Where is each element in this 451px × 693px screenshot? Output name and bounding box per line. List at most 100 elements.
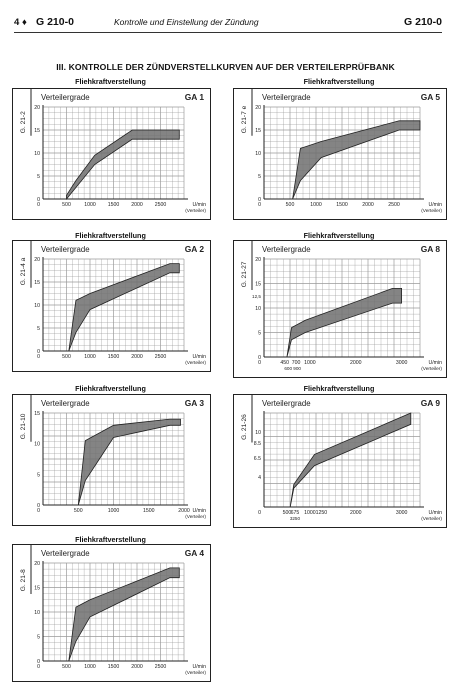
doc-code-left: G 210-0 bbox=[36, 16, 74, 28]
chart-id: GA 9 bbox=[421, 398, 441, 408]
advance-band bbox=[68, 567, 180, 662]
y-tick-label: 12,5 bbox=[252, 294, 261, 299]
y-tick-label: 8.5 bbox=[254, 441, 261, 447]
chart-card: G. 21-10 Verteilergrade GA 3 0 5 10 15 0 500 1000… bbox=[12, 394, 211, 526]
chart-id: GA 3 bbox=[185, 398, 205, 408]
x-tick-label: 2000 bbox=[350, 360, 362, 366]
x-tick-label: 2000 bbox=[131, 354, 143, 360]
x-tick-label: 2500 bbox=[155, 354, 167, 360]
side-code: G. 21-4 a bbox=[20, 257, 27, 285]
chart-svg: G. 21-2 Verteilergrade GA 1 0 5 10 15 20 0 500 100… bbox=[20, 89, 206, 214]
x-unit-label: U/min bbox=[192, 202, 206, 208]
y-tick-label: 0 bbox=[258, 355, 261, 361]
x-unit-note: (Verteiler) bbox=[185, 360, 206, 366]
y-tick-label: 15 bbox=[255, 128, 261, 134]
x-tick-label: 0 bbox=[258, 202, 261, 208]
chart-id: GA 5 bbox=[421, 92, 441, 102]
x-tick-label: 2000 bbox=[362, 202, 374, 208]
chart-title: Verteilergrade bbox=[262, 93, 311, 102]
doc-code-right: G 210-0 bbox=[404, 16, 442, 28]
y-tick-label: 5 bbox=[37, 174, 40, 180]
chart-id: GA 4 bbox=[185, 548, 205, 558]
x-extra-label: 3250 bbox=[290, 516, 301, 521]
side-code: G. 21-2 bbox=[20, 111, 27, 133]
chart-title: Verteilergrade bbox=[262, 245, 311, 254]
y-tick-label: 15 bbox=[34, 128, 40, 134]
y-tick-label: 20 bbox=[255, 105, 261, 111]
y-tick-label: 4 bbox=[258, 475, 261, 481]
y-tick-label: 20 bbox=[34, 105, 40, 111]
x-tick-label: 0 bbox=[37, 508, 40, 514]
x-tick-label: 1000 bbox=[84, 202, 96, 208]
x-tick-label: 500 bbox=[286, 202, 295, 208]
x-tick-label: 2000 bbox=[178, 508, 190, 514]
chart-id: GA 1 bbox=[185, 92, 205, 102]
x-tick-label: 1500 bbox=[108, 202, 120, 208]
y-tick-label: 10 bbox=[255, 306, 261, 312]
section-title: III. KONTROLLE DER ZÜNDVERSTELLKURVEN AU… bbox=[56, 62, 395, 72]
side-code: G. 21-7 e bbox=[241, 105, 248, 133]
y-tick-label: 15 bbox=[34, 411, 40, 417]
chart-title: Verteilergrade bbox=[41, 245, 90, 254]
page-number: 4 ♦ bbox=[14, 17, 27, 28]
x-tick-label: 1000 bbox=[108, 508, 120, 514]
y-tick-label: 10 bbox=[255, 430, 261, 436]
y-tick-label: 10 bbox=[34, 303, 40, 309]
x-tick-label: 500 bbox=[62, 202, 71, 208]
x-tick-label: 1000 bbox=[84, 354, 96, 360]
chart-card: G. 21-8 Verteilergrade GA 4 0 5 10 15 20 0 500 100… bbox=[12, 544, 211, 682]
advance-band bbox=[66, 129, 180, 201]
side-code: G. 21-8 bbox=[20, 569, 27, 591]
x-tick-label: 500 bbox=[62, 354, 71, 360]
chart-svg: G. 21-10 Verteilergrade GA 3 0 5 10 15 0 500 1000… bbox=[20, 395, 206, 520]
chart-title: Verteilergrade bbox=[41, 93, 90, 102]
x-tick-label: 2500 bbox=[155, 202, 167, 208]
chart-card: G. 21-4 a Verteilergrade GA 2 0 5 10 15 20 0 500 1… bbox=[12, 240, 211, 372]
chart-caption: Fliehkraftverstellung bbox=[75, 384, 146, 393]
x-tick-label: 2500 bbox=[388, 202, 400, 208]
page-title: Kontrolle und Einstellung der Zündung bbox=[114, 17, 259, 27]
y-tick-label: 20 bbox=[255, 257, 261, 263]
x-tick-label: 1000 bbox=[304, 360, 316, 366]
y-tick-label: 20 bbox=[34, 257, 40, 263]
x-tick-label: 1000 bbox=[304, 510, 316, 516]
x-tick-label: 2000 bbox=[131, 664, 143, 670]
side-code: G. 21-26 bbox=[241, 414, 248, 440]
y-tick-label: 15 bbox=[34, 586, 40, 592]
x-tick-label: 2000 bbox=[131, 202, 143, 208]
x-tick-label: 1000 bbox=[310, 202, 322, 208]
page-header: 4 ♦ G 210-0 Kontrolle und Einstellung de… bbox=[14, 14, 442, 33]
x-unit-label: U/min bbox=[192, 508, 206, 514]
x-unit-label: U/min bbox=[192, 354, 206, 360]
x-unit-note: (Verteiler) bbox=[185, 208, 206, 214]
chart-title: Verteilergrade bbox=[41, 399, 90, 408]
x-tick-label: 0 bbox=[258, 510, 261, 516]
x-unit-note: (Verteiler) bbox=[421, 366, 442, 372]
chart-card: G. 21-2 Verteilergrade GA 1 0 5 10 15 20 0 500 100… bbox=[12, 88, 211, 220]
chart-caption: Fliehkraftverstellung bbox=[303, 384, 375, 393]
chart-svg: G. 21-26 Verteilergrade GA 9 10 8.5 6.5 4 0 500 6… bbox=[241, 395, 442, 522]
x-tick-label: 1250 bbox=[316, 510, 328, 516]
y-tick-label: 5 bbox=[258, 174, 261, 180]
chart-caption: Fliehkraftverstellung bbox=[75, 231, 146, 240]
y-tick-label: 6.5 bbox=[254, 456, 261, 462]
y-tick-label: 10 bbox=[255, 151, 261, 157]
x-tick-label: 1500 bbox=[336, 202, 348, 208]
chart-svg: G. 21-8 Verteilergrade GA 4 0 5 10 15 20 0 500 100… bbox=[20, 545, 206, 676]
chart-title: Verteilergrade bbox=[262, 399, 311, 408]
side-code: G. 21-27 bbox=[241, 261, 248, 287]
chart-id: GA 8 bbox=[421, 244, 441, 254]
y-tick-label: 10 bbox=[34, 151, 40, 157]
y-tick-label: 0 bbox=[37, 197, 40, 203]
y-tick-label: 0 bbox=[37, 503, 40, 509]
x-unit-note: (Verteiler) bbox=[421, 516, 442, 522]
y-tick-label: 10 bbox=[34, 442, 40, 448]
advance-band bbox=[77, 418, 181, 506]
y-tick-label: 20 bbox=[34, 561, 40, 567]
x-tick-label: 0 bbox=[37, 664, 40, 670]
x-unit-note: (Verteiler) bbox=[185, 514, 206, 520]
chart-svg: G. 21-4 a Verteilergrade GA 2 0 5 10 15 20 0 500 1… bbox=[20, 241, 206, 366]
chart-svg: G. 21-27 Verteilergrade GA 8 0 5 10 15 20 12,5 0 4… bbox=[241, 241, 442, 372]
x-tick-label: 2500 bbox=[155, 664, 167, 670]
x-tick-label: 0 bbox=[37, 202, 40, 208]
